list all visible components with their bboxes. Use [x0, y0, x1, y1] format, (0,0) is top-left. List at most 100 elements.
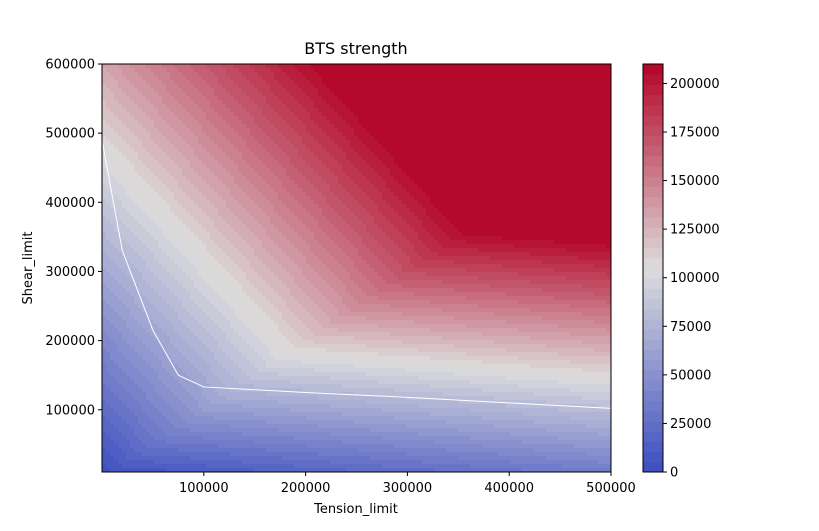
contour-cell — [194, 140, 199, 145]
contour-cell — [110, 316, 115, 321]
contour-cell — [122, 380, 127, 385]
contour-cell — [178, 88, 183, 93]
contour-cell — [206, 400, 211, 405]
contour-cell — [290, 464, 295, 469]
contour-cell — [274, 452, 279, 457]
contour-cell — [166, 196, 171, 201]
contour-cell — [166, 268, 171, 273]
contour-cell — [198, 220, 203, 225]
contour-cell — [218, 324, 223, 329]
contour-cell — [194, 324, 199, 329]
contour-cell — [178, 436, 183, 441]
contour-cell — [182, 104, 187, 109]
contour-cell — [170, 424, 175, 429]
contour-cell — [206, 344, 211, 349]
contour-cell — [250, 364, 255, 369]
contour-cell — [190, 224, 195, 229]
contour-cell — [150, 204, 155, 209]
contour-cell — [238, 68, 243, 73]
contour-cell — [198, 188, 203, 193]
contour-cell — [226, 380, 231, 385]
contour-cell — [134, 364, 139, 369]
contour-cell — [146, 200, 151, 205]
contour-cell — [246, 92, 251, 97]
contour-cell — [262, 80, 267, 85]
contour-cell — [166, 180, 171, 185]
contour-cell — [210, 292, 215, 297]
contour-cell — [274, 280, 279, 285]
contour-cell — [206, 392, 211, 397]
contour-cell — [122, 216, 127, 221]
contour-cell — [286, 140, 291, 145]
contour-cell — [118, 184, 123, 189]
contour-cell — [158, 228, 163, 233]
contour-cell — [226, 420, 231, 425]
contour-cell — [258, 168, 263, 173]
contour-cell — [234, 384, 239, 389]
contour-cell — [162, 88, 167, 93]
contour-cell — [290, 356, 295, 361]
contour-cell — [130, 156, 135, 161]
contour-cell — [286, 376, 291, 381]
contour-cell — [166, 228, 171, 233]
contour-cell — [246, 256, 251, 261]
contour-cell — [242, 376, 247, 381]
contour-cell — [290, 100, 295, 105]
contour-cell — [222, 112, 227, 117]
contour-cell — [206, 212, 211, 217]
contour-cell — [178, 416, 183, 421]
contour-cell — [182, 68, 187, 73]
contour-cell — [162, 188, 167, 193]
contour-cell — [130, 184, 135, 189]
contour-cell — [266, 316, 271, 321]
contour-cell — [266, 104, 271, 109]
contour-cell — [234, 124, 239, 129]
contour-cell — [126, 212, 131, 217]
contour-cell — [226, 132, 231, 137]
contour-cell — [290, 444, 295, 449]
contour-cell — [150, 372, 155, 377]
contour-cell — [278, 328, 283, 333]
contour-cell — [142, 68, 147, 73]
contour-cell — [186, 212, 191, 217]
contour-cell — [214, 400, 219, 405]
contour-cell — [290, 204, 295, 209]
contour-cell — [166, 348, 171, 353]
contour-cell — [106, 228, 111, 233]
contour-cell — [254, 68, 259, 73]
contour-cell — [238, 188, 243, 193]
contour-cell — [238, 360, 243, 365]
contour-cell — [110, 460, 115, 465]
contour-cell — [134, 244, 139, 249]
contour-cell — [262, 288, 267, 293]
contour-cell — [114, 424, 119, 429]
contour-cell — [218, 212, 223, 217]
contour-cell — [122, 436, 127, 441]
contour-cell — [182, 324, 187, 329]
contour-cell — [170, 152, 175, 157]
contour-cell — [150, 176, 155, 181]
contour-cell — [142, 156, 147, 161]
contour-cell — [262, 196, 267, 201]
contour-cell — [214, 296, 219, 301]
contour-cell — [134, 256, 139, 261]
contour-cell — [118, 284, 123, 289]
contour-cell — [250, 412, 255, 417]
contour-cell — [210, 364, 215, 369]
contour-cell — [290, 80, 295, 85]
contour-cell — [230, 200, 235, 205]
contour-cell — [198, 416, 203, 421]
contour-cell — [242, 452, 247, 457]
contour-cell — [202, 392, 207, 397]
contour-cell — [254, 280, 259, 285]
contour-cell — [278, 144, 283, 149]
contour-cell — [158, 192, 163, 197]
contour-cell — [186, 104, 191, 109]
contour-cell — [126, 364, 131, 369]
contour-cell — [102, 248, 107, 253]
contour-cell — [122, 340, 127, 345]
contour-cell — [222, 368, 227, 373]
contour-cell — [102, 296, 107, 301]
contour-cell — [210, 284, 215, 289]
contour-cell — [274, 440, 279, 445]
